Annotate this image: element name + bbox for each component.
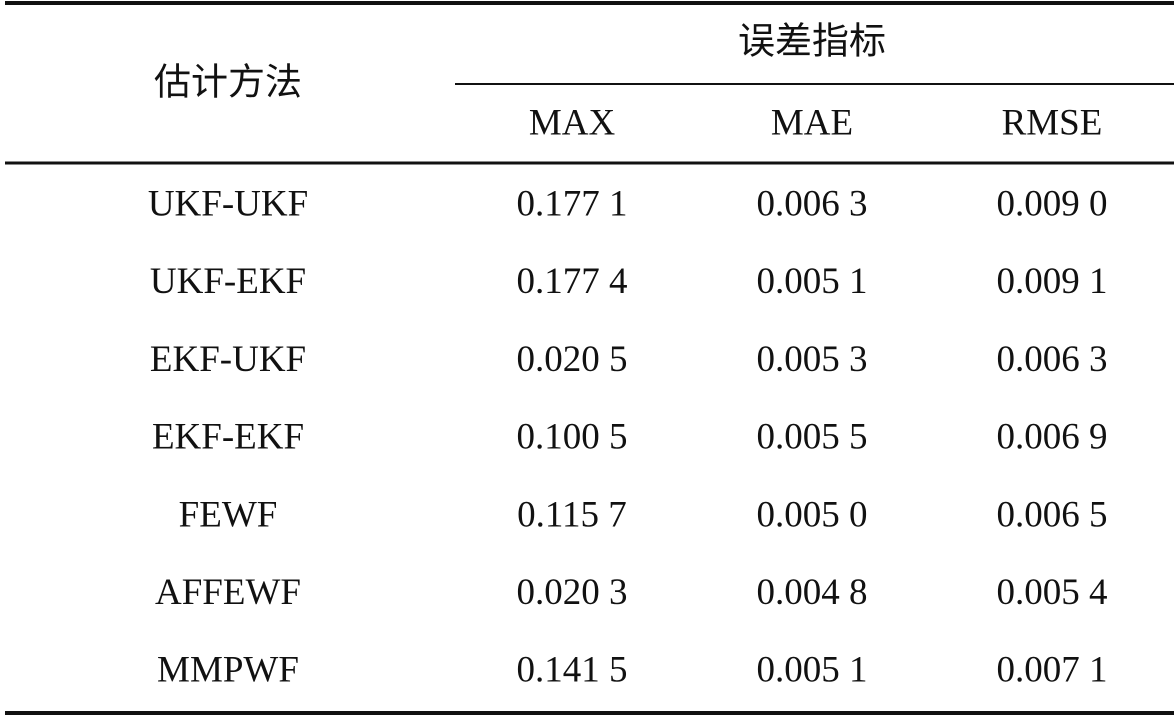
value-cell: 0.177 1 (517, 183, 628, 224)
method-cell: EKF-UKF (150, 339, 306, 380)
group-header: 误差指标 (738, 20, 886, 62)
value-cell: 0.004 8 (757, 572, 868, 613)
value-cell: 0.006 3 (997, 339, 1108, 380)
value-cell: 0.006 5 (997, 494, 1108, 535)
value-cell: 0.005 1 (757, 261, 868, 302)
value-cell: 0.006 3 (757, 183, 868, 224)
method-cell: MMPWF (157, 650, 299, 691)
method-header: 估计方法 (154, 61, 302, 103)
value-cell: 0.005 5 (757, 417, 868, 458)
column-header: MAX (529, 102, 616, 143)
value-cell: 0.007 1 (997, 650, 1108, 691)
column-header: RMSE (1002, 102, 1103, 143)
value-cell: 0.009 1 (997, 261, 1108, 302)
value-cell: 0.020 3 (517, 572, 628, 613)
method-cell: AFFEWF (155, 572, 301, 613)
value-cell: 0.115 7 (517, 494, 627, 535)
value-cell: 0.005 1 (757, 650, 868, 691)
method-cell: EKF-EKF (152, 417, 304, 458)
value-cell: 0.141 5 (517, 650, 628, 691)
method-cell: UKF-UKF (148, 183, 308, 224)
value-cell: 0.005 0 (757, 494, 868, 535)
method-cell: UKF-EKF (150, 261, 306, 302)
value-cell: 0.006 9 (997, 417, 1108, 458)
value-cell: 0.009 0 (997, 183, 1108, 224)
value-cell: 0.005 4 (997, 572, 1108, 613)
value-cell: 0.005 3 (757, 339, 868, 380)
value-cell: 0.100 5 (517, 417, 628, 458)
value-cell: 0.020 5 (517, 339, 628, 380)
column-header: MAE (771, 102, 853, 143)
method-cell: FEWF (179, 494, 278, 535)
value-cell: 0.177 4 (517, 261, 628, 302)
